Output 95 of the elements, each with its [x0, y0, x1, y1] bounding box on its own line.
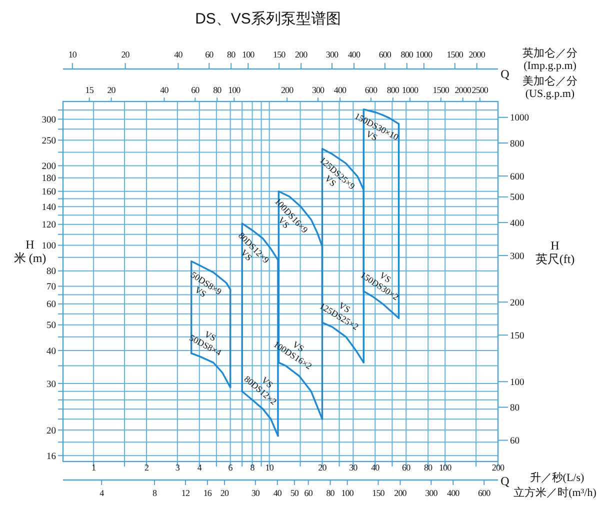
y-tick-label: 200 [42, 162, 56, 172]
annotation-tick-label: 20 [121, 50, 130, 60]
annotation-tick-label: 40 [160, 85, 168, 96]
annotation-axis-title: 英加仑／分 (Imp.g.p.m) [522, 48, 578, 72]
annotation-tick-label: 500 [510, 193, 524, 204]
annotation-tick-label: 600 [510, 172, 524, 182]
y-tick-label: 40 [46, 346, 56, 357]
x-tick-label: 8 [250, 462, 254, 473]
annotation-tick-label: 60 [205, 50, 214, 60]
x-tick-label: 200 [492, 462, 504, 473]
annotation-tick-label: 400 [334, 85, 346, 96]
y-tick-label: 140 [42, 203, 56, 213]
y-tick-label: 100 [42, 242, 56, 252]
annotation-tick-label: 600 [378, 50, 391, 60]
y-tick-label: 50 [46, 321, 56, 332]
x-tick-label: 4 [197, 462, 202, 473]
annotation-tick-label: 200 [510, 298, 524, 308]
y-tick-label: 70 [46, 282, 56, 293]
annotation-tick-label: 60 [191, 85, 200, 96]
annotation-tick-label: 50 [290, 488, 298, 498]
annotation-axis-title: 立方米／时(m³/h) [514, 486, 596, 499]
y2label: H 英尺(ft) [535, 238, 575, 266]
annotation-tick-label: 150 [372, 488, 384, 498]
annotation-tick-label: 200 [281, 85, 294, 96]
annotation-tick-label: 150 [510, 331, 524, 342]
annotation-tick-label: 800 [386, 85, 399, 96]
y-tick-label: 160 [42, 188, 56, 198]
annotation-tick-label: 16 [203, 488, 212, 498]
xlabel: 升／秒(L/s) [530, 472, 584, 484]
x2label: 美加仑／分 (US.g.p.m) [522, 76, 578, 100]
annotation-tick-label: 300 [510, 252, 524, 262]
y-tick-label: 120 [42, 220, 56, 231]
x-tick-label: 40 [371, 462, 380, 473]
x-tick-label: 80 [424, 462, 432, 473]
annotation-tick-label: 80 [227, 50, 236, 60]
x-tick-label: 6 [228, 462, 232, 473]
annotation-tick-label: 100 [228, 85, 240, 96]
annotation: Q [500, 474, 510, 488]
annotation-tick-label: 20 [107, 85, 116, 96]
annotation-tick-label: 300 [425, 488, 438, 498]
annotation-tick-label: 300 [326, 50, 338, 60]
x-tick-label: 60 [402, 462, 410, 473]
x-tick-label: 100 [439, 462, 452, 473]
annotation-tick-label: 80 [510, 404, 520, 414]
annotation-tick-label: 200 [394, 488, 406, 498]
annotation-tick-label: 800 [510, 139, 524, 150]
annotation-tick-label: 12 [181, 488, 190, 498]
annotation-tick-label: 1000 [510, 114, 529, 124]
title: DS、VS系列泵型谱图 [195, 10, 341, 28]
annotation-tick-label: 2500 [472, 85, 488, 96]
annotation: Q [500, 67, 510, 82]
y-tick-label: 20 [46, 426, 56, 436]
annotation-tick-label: 100 [510, 378, 524, 388]
x-tick-label: 30 [349, 462, 358, 473]
annotation-tick-label: 400 [510, 218, 524, 229]
x-tick-label: 3 [175, 462, 180, 473]
y-tick-label: 300 [42, 116, 56, 126]
annotation-tick-label: 2000 [468, 50, 485, 60]
annotation-tick-label: 40 [273, 488, 282, 498]
annotation-tick-label: 1500 [432, 85, 449, 96]
annotation-tick-label: 1500 [446, 50, 463, 60]
x-tick-label: 1 [92, 462, 96, 473]
annotation-tick-label: 100 [341, 488, 354, 498]
y-tick-label: 60 [46, 300, 56, 310]
x-tick-label: 2 [144, 462, 148, 473]
annotation-tick-label: 1000 [402, 85, 418, 96]
annotation-tick-label: 600 [478, 488, 490, 498]
annotation-tick-label: 4 [100, 488, 104, 498]
y-tick-label: 80 [46, 267, 56, 278]
y-tick-label: 180 [42, 174, 56, 184]
annotation-tick-label: 400 [447, 488, 460, 498]
annotation-tick-label: 10 [68, 50, 76, 60]
y-tick-label: 250 [42, 136, 56, 146]
annotation-tick-label: 200 [294, 50, 308, 60]
annotation-tick-label: 2000 [454, 85, 471, 96]
annotation-tick-label: 80 [326, 488, 334, 498]
annotation-tick-label: 600 [364, 85, 378, 96]
x-tick-label: 10 [265, 462, 274, 473]
annotation-tick-label: 100 [242, 50, 254, 60]
annotation-tick-label: 15 [85, 85, 94, 96]
annotation-tick-label: 150 [273, 50, 286, 60]
annotation-tick-label: 30 [251, 488, 260, 498]
annotation-tick-label: 1000 [416, 50, 432, 60]
annotation-tick-label: 80 [213, 85, 222, 96]
annotation-tick-label: 40 [174, 50, 182, 60]
annotation-tick-label: 800 [400, 50, 413, 60]
x-tick-label: 20 [318, 462, 326, 473]
annotation-tick-label: 60 [304, 488, 312, 498]
annotation-tick-label: 400 [348, 50, 360, 60]
annotation-tick-label: 20 [220, 488, 229, 498]
annotation-tick-label: 8 [152, 488, 157, 498]
annotation-tick-label: 300 [312, 85, 324, 96]
y-tick-label: 16 [46, 452, 56, 462]
y-tick-label: 30 [46, 380, 56, 390]
annotation-tick-label: 60 [510, 436, 520, 447]
